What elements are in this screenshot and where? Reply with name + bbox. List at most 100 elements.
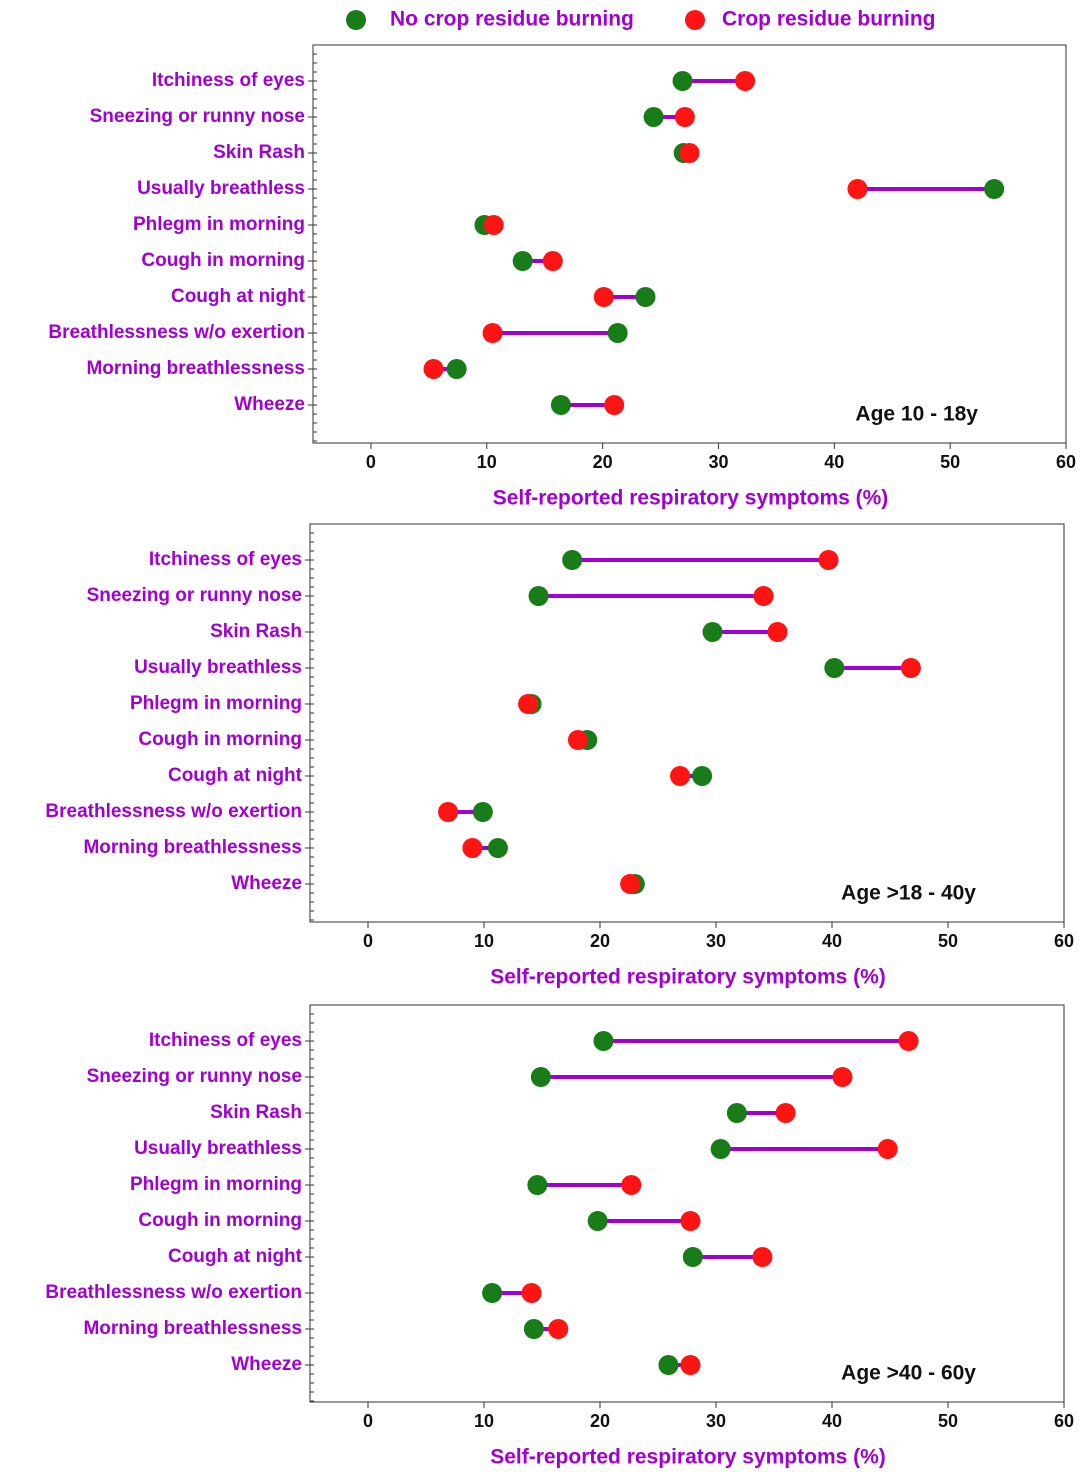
x-tick-label: 60	[1056, 452, 1076, 472]
dot	[530, 1067, 551, 1087]
y-tick-label: Morning breathlessness	[83, 837, 302, 858]
x-tick-label: 30	[708, 452, 728, 472]
annotation: Age >18 - 40y	[841, 882, 976, 905]
x-tick-label: 60	[1054, 931, 1074, 951]
annotation: Age >40 - 60y	[841, 1362, 976, 1385]
dot	[620, 874, 641, 894]
y-tick-label: Wheeze	[231, 873, 302, 894]
dot	[767, 622, 788, 642]
y-tick-label: Itchiness of eyes	[149, 1030, 302, 1051]
x-tick-label: 30	[706, 1411, 726, 1431]
y-tick-label: Breathlessness w/o exertion	[45, 801, 302, 822]
y-tick-label: Cough at night	[171, 286, 306, 307]
dot	[752, 1247, 773, 1267]
dot	[462, 838, 483, 858]
y-tick-label: Sneezing or runny nose	[90, 106, 305, 127]
dot	[847, 179, 868, 199]
x-tick-label: 20	[593, 452, 613, 472]
legend-marker	[346, 10, 366, 30]
dot	[593, 1031, 614, 1051]
dot	[674, 107, 695, 127]
dot	[621, 1175, 642, 1195]
x-tick-label: 0	[363, 1411, 373, 1431]
legend-label: Crop residue burning	[722, 8, 936, 31]
y-tick-label: Cough at night	[168, 765, 303, 786]
x-axis-label: Self-reported respiratory symptoms (%)	[493, 487, 889, 510]
dot	[984, 179, 1005, 199]
dot	[528, 586, 549, 606]
dot	[692, 766, 713, 786]
y-tick-label: Phlegm in morning	[130, 1174, 302, 1195]
y-tick-label: Usually breathless	[137, 178, 305, 199]
plot-frame	[309, 1004, 1065, 1403]
y-tick-label: Skin Rash	[213, 142, 305, 163]
dot	[898, 1031, 919, 1051]
dot	[562, 550, 583, 570]
y-tick-label: Cough in morning	[138, 1210, 302, 1231]
dot	[482, 1283, 503, 1303]
plot-frame	[312, 44, 1067, 444]
x-tick-label: 40	[822, 1411, 842, 1431]
x-tick-label: 0	[366, 452, 376, 472]
dot	[680, 1211, 701, 1231]
y-tick-label: Skin Rash	[210, 621, 302, 642]
dot	[593, 287, 614, 307]
dot	[607, 323, 628, 343]
dot	[483, 215, 504, 235]
y-tick-label: Itchiness of eyes	[152, 70, 305, 91]
dot	[680, 1355, 701, 1375]
y-tick-label: Phlegm in morning	[130, 693, 302, 714]
dot	[635, 287, 656, 307]
y-tick-label: Wheeze	[234, 394, 305, 415]
dot	[900, 658, 921, 678]
dot	[438, 802, 459, 822]
x-tick-label: 40	[824, 452, 844, 472]
dot	[775, 1103, 796, 1123]
x-tick-label: 50	[940, 452, 960, 472]
dot	[877, 1139, 898, 1159]
dot	[446, 359, 467, 379]
legend-label: No crop residue burning	[390, 8, 634, 31]
x-tick-label: 40	[822, 931, 842, 951]
x-tick-label: 50	[938, 931, 958, 951]
dot	[753, 586, 774, 606]
dot	[512, 251, 533, 271]
x-axis-label: Self-reported respiratory symptoms (%)	[490, 1446, 886, 1469]
y-tick-label: Sneezing or runny nose	[87, 1066, 302, 1087]
x-tick-label: 20	[590, 931, 610, 951]
dot	[567, 730, 588, 750]
dot	[518, 694, 539, 714]
y-tick-label: Breathlessness w/o exertion	[45, 1282, 302, 1303]
dot	[548, 1319, 569, 1339]
x-tick-label: 10	[474, 931, 494, 951]
x-tick-label: 10	[477, 452, 497, 472]
legend-marker	[685, 10, 705, 30]
dot	[832, 1067, 853, 1087]
dot	[670, 766, 691, 786]
dot	[735, 71, 756, 91]
dot	[527, 1175, 548, 1195]
y-tick-label: Skin Rash	[210, 1102, 302, 1123]
x-tick-label: 30	[706, 931, 726, 951]
y-tick-label: Itchiness of eyes	[149, 549, 302, 570]
y-tick-label: Usually breathless	[134, 1138, 302, 1159]
dot	[423, 359, 444, 379]
x-tick-label: 60	[1054, 1411, 1074, 1431]
plot-frame	[309, 523, 1065, 923]
dot	[818, 550, 839, 570]
dot	[824, 658, 845, 678]
dot	[487, 838, 508, 858]
y-tick-label: Cough in morning	[141, 250, 305, 271]
dot	[726, 1103, 747, 1123]
dot	[682, 1247, 703, 1267]
dot	[550, 395, 571, 415]
y-tick-label: Sneezing or runny nose	[87, 585, 302, 606]
annotation: Age 10 - 18y	[855, 403, 978, 426]
y-tick-label: Morning breathlessness	[83, 1318, 302, 1339]
y-tick-label: Wheeze	[231, 1354, 302, 1375]
x-tick-label: 0	[363, 931, 373, 951]
dot	[702, 622, 723, 642]
y-tick-label: Cough in morning	[138, 729, 302, 750]
dot	[587, 1211, 608, 1231]
